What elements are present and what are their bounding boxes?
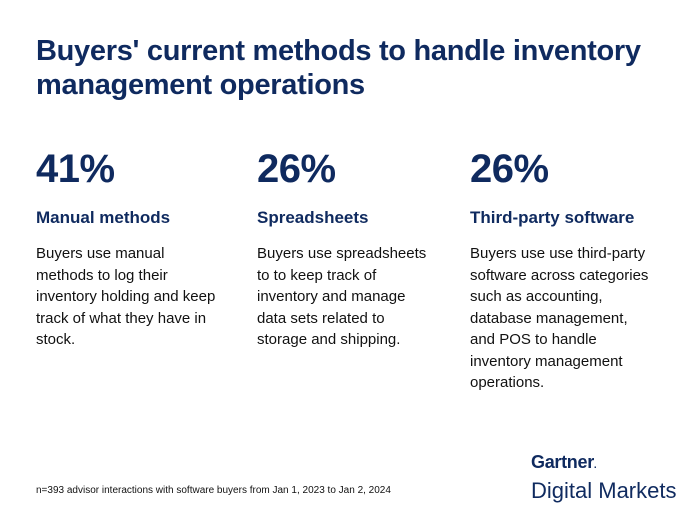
stat-description-third-party-software: Buyers use use third-party software acro… bbox=[470, 245, 649, 391]
chart-title: Buyers' current methods to handle invent… bbox=[36, 35, 641, 101]
footnote: n=393 advisor interactions with software… bbox=[36, 485, 391, 496]
stat-label-manual-methods: Manual methods bbox=[36, 208, 171, 227]
stat-value-manual-methods: 41% bbox=[36, 147, 115, 191]
stat-value-spreadsheets: 26% bbox=[257, 147, 336, 191]
stat-description-manual-methods: Buyers use manual methods to log their i… bbox=[36, 245, 216, 348]
logo-brand: Gartner. bbox=[531, 452, 676, 476]
stat-column-spreadsheets: 26% Spreadsheets Buyers use spreadsheets… bbox=[257, 145, 447, 351]
stat-column-manual-methods: 41% Manual methods Buyers use manual met… bbox=[36, 145, 226, 351]
logo-product: Digital Markets bbox=[531, 478, 677, 503]
stat-description-spreadsheets: Buyers use spreadsheets to to keep track… bbox=[257, 245, 427, 348]
stat-column-third-party-software: 26% Third-party software Buyers use use … bbox=[470, 145, 660, 394]
logo-brand-name: Gartner bbox=[531, 452, 594, 472]
gartner-digital-markets-logo: Gartner. Digital Markets bbox=[531, 452, 676, 504]
stat-value-third-party-software: 26% bbox=[470, 147, 549, 191]
logo-brand-mark: . bbox=[593, 460, 597, 471]
stat-label-third-party-software: Third-party software bbox=[470, 208, 635, 227]
stat-label-spreadsheets: Spreadsheets bbox=[257, 208, 369, 227]
